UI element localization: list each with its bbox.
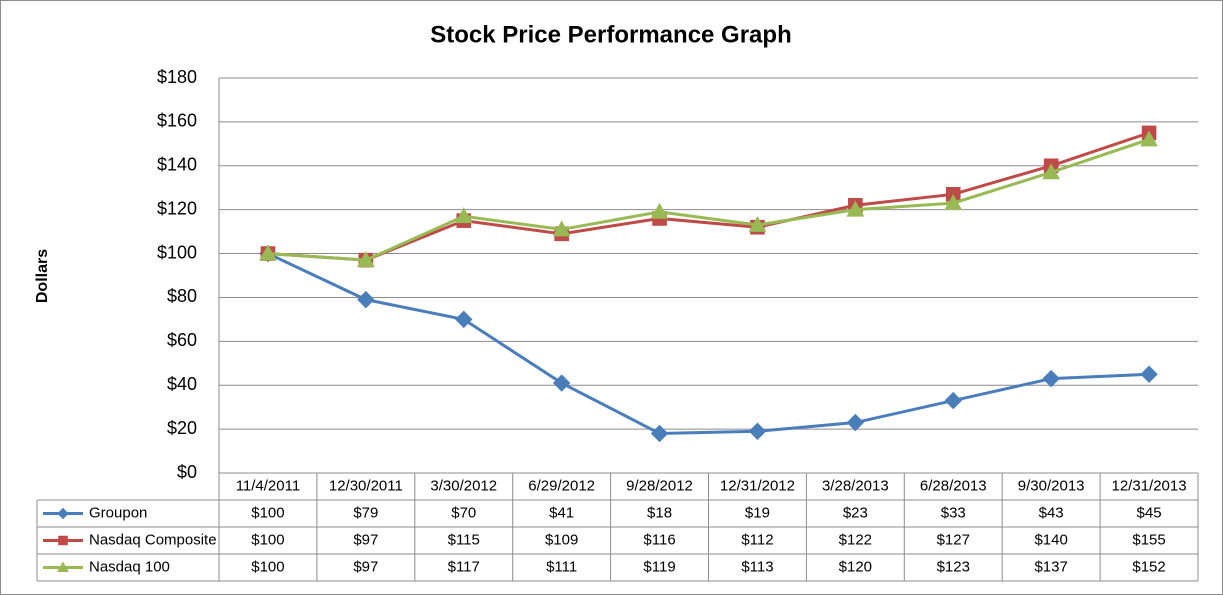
table-cell: $120	[839, 558, 872, 575]
y-tick-label: $180	[157, 67, 197, 87]
marker	[552, 220, 571, 237]
y-tick-label: $80	[167, 286, 197, 306]
table-cell: $43	[1039, 504, 1064, 521]
table-cell: $97	[353, 558, 378, 575]
table-cell: $155	[1132, 531, 1165, 548]
x-tick-label: 12/31/2013	[1112, 477, 1187, 494]
table-cell: $116	[643, 531, 675, 548]
x-tick-label: 9/28/2012	[626, 477, 693, 494]
table-cell: $19	[745, 504, 770, 521]
y-tick-label: $100	[157, 242, 197, 262]
marker	[552, 374, 571, 392]
table-cell: $100	[251, 558, 284, 575]
marker	[357, 251, 375, 268]
x-tick-label: 12/30/2011	[329, 477, 403, 494]
series-line	[267, 252, 1150, 436]
table-cell: $111	[546, 558, 577, 575]
y-tick-label: $40	[167, 374, 197, 394]
series-line	[267, 131, 1150, 262]
table-cell: $123	[937, 558, 970, 575]
x-tick-label: 3/28/2013	[822, 477, 889, 494]
marker	[1140, 130, 1158, 147]
table-cell: $117	[448, 558, 480, 575]
y-tick-label: $60	[167, 330, 197, 350]
y-tick-label: $120	[157, 198, 197, 218]
marker	[846, 200, 865, 217]
table-cell: $23	[843, 504, 868, 521]
marker	[944, 391, 962, 410]
marker	[650, 202, 669, 219]
marker	[259, 244, 277, 261]
y-tick-label: $140	[157, 155, 197, 175]
table-cell: $137	[1034, 558, 1067, 575]
table-cell: $152	[1132, 558, 1165, 575]
marker	[455, 310, 473, 329]
legend-label: Groupon	[89, 504, 147, 521]
x-tick-label: 6/28/2013	[920, 477, 987, 494]
table-cell: $112	[741, 531, 773, 548]
x-tick-label: 6/29/2012	[528, 477, 595, 494]
table-cell: $97	[353, 531, 378, 548]
marker	[357, 290, 375, 309]
table-cell: $119	[643, 558, 675, 575]
marker	[748, 422, 767, 441]
legend-label: Nasdaq Composite	[89, 531, 217, 548]
x-tick-label: 11/4/2011	[236, 477, 301, 494]
table-cell: $41	[549, 504, 574, 521]
marker	[650, 424, 669, 443]
x-tick-label: 12/31/2012	[720, 477, 795, 494]
table-cell: $100	[251, 504, 284, 521]
legend-marker	[57, 507, 69, 520]
table-cell: $115	[448, 531, 480, 548]
table-cell: $70	[451, 504, 476, 521]
chart-title: Stock Price Performance Graph	[430, 21, 791, 48]
x-tick-label: 3/30/2012	[430, 477, 497, 494]
y-tick-label: $20	[167, 418, 197, 438]
marker	[748, 215, 767, 232]
table-cell: $127	[937, 531, 970, 548]
legend-marker	[57, 561, 69, 572]
marker	[1042, 369, 1060, 388]
marker	[1042, 163, 1060, 180]
marker	[846, 413, 865, 432]
table-cell: $140	[1034, 531, 1067, 548]
y-axis-label: Dollars	[34, 249, 51, 303]
table-cell: $45	[1137, 504, 1162, 521]
table-cell: $109	[545, 531, 578, 548]
x-tick-label: 9/30/2013	[1018, 477, 1085, 494]
marker	[944, 194, 963, 210]
marker	[1140, 365, 1158, 383]
series-line	[267, 138, 1150, 262]
legend-marker	[58, 535, 68, 546]
y-tick-label: $160	[157, 111, 197, 131]
legend-label: Nasdaq 100	[89, 558, 170, 575]
table-cell: $122	[839, 531, 872, 548]
table-cell: $113	[741, 558, 773, 575]
table-cell: $33	[941, 504, 966, 521]
marker	[454, 207, 473, 224]
y-tick-label: $0	[177, 462, 197, 482]
table-cell: $79	[353, 504, 378, 521]
table-cell: $18	[647, 504, 672, 521]
table-cell: $100	[251, 531, 284, 548]
